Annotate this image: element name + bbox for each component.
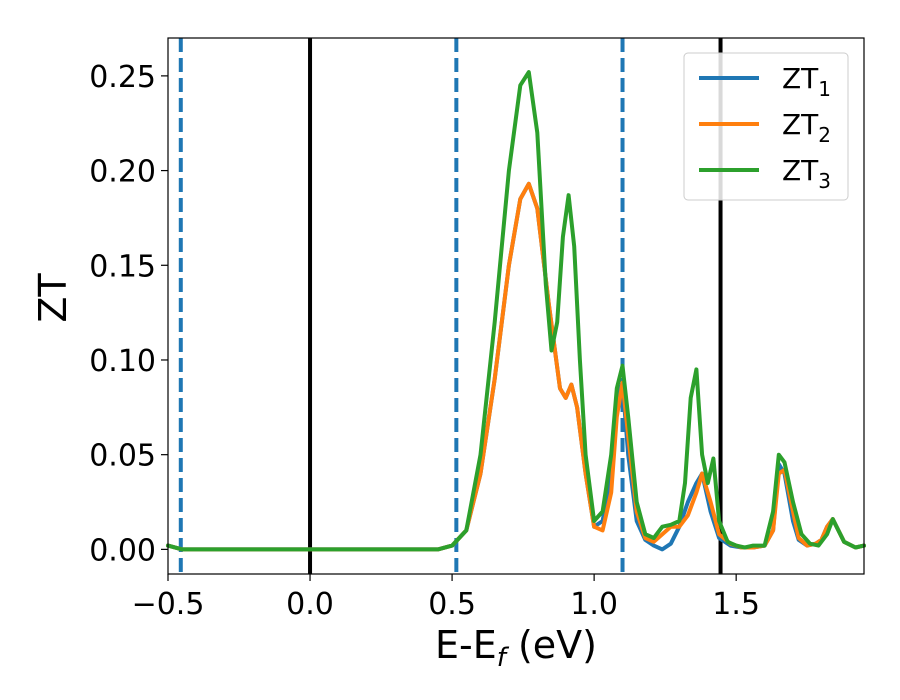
x-tick-label: 1.5 — [712, 587, 760, 622]
legend-label-zt2: ZT2 — [782, 108, 831, 147]
y-tick-label: 0.00 — [89, 533, 156, 568]
legend: ZT1 ZT2 ZT3 — [683, 52, 849, 201]
series-line-zt2 — [166, 181, 866, 552]
y-axis: 0.00 0.05 0.10 0.15 0.20 0.25 — [89, 60, 168, 568]
legend-label-zt1: ZT1 — [782, 62, 831, 101]
y-tick-label: 0.05 — [89, 439, 156, 474]
legend-label-zt3: ZT3 — [782, 154, 831, 193]
x-tick-label: 0.0 — [286, 587, 334, 622]
x-axis-title-unit: (eV) — [518, 623, 597, 667]
x-tick-label: 0.5 — [428, 587, 476, 622]
x-tick-label: 1.0 — [570, 587, 618, 622]
y-tick-label: 0.20 — [89, 155, 156, 190]
y-tick-label: 0.25 — [89, 60, 156, 95]
y-axis-title: ZT — [31, 273, 75, 323]
x-axis: −0.5 0.0 0.5 1.0 1.5 — [132, 574, 760, 622]
x-axis-title-main: E-E — [435, 623, 497, 667]
x-tick-label: −0.5 — [132, 587, 205, 622]
reference-lines — [178, 38, 723, 574]
series-line-zt3 — [166, 70, 866, 552]
y-tick-label: 0.10 — [89, 344, 156, 379]
x-axis-title: E-Ef (eV) — [435, 623, 597, 673]
y-tick-label: 0.15 — [89, 249, 156, 284]
legend-box — [683, 52, 849, 201]
plot-frame — [167, 37, 865, 575]
series-layer — [166, 70, 866, 552]
series-line-zt1 — [166, 181, 866, 552]
